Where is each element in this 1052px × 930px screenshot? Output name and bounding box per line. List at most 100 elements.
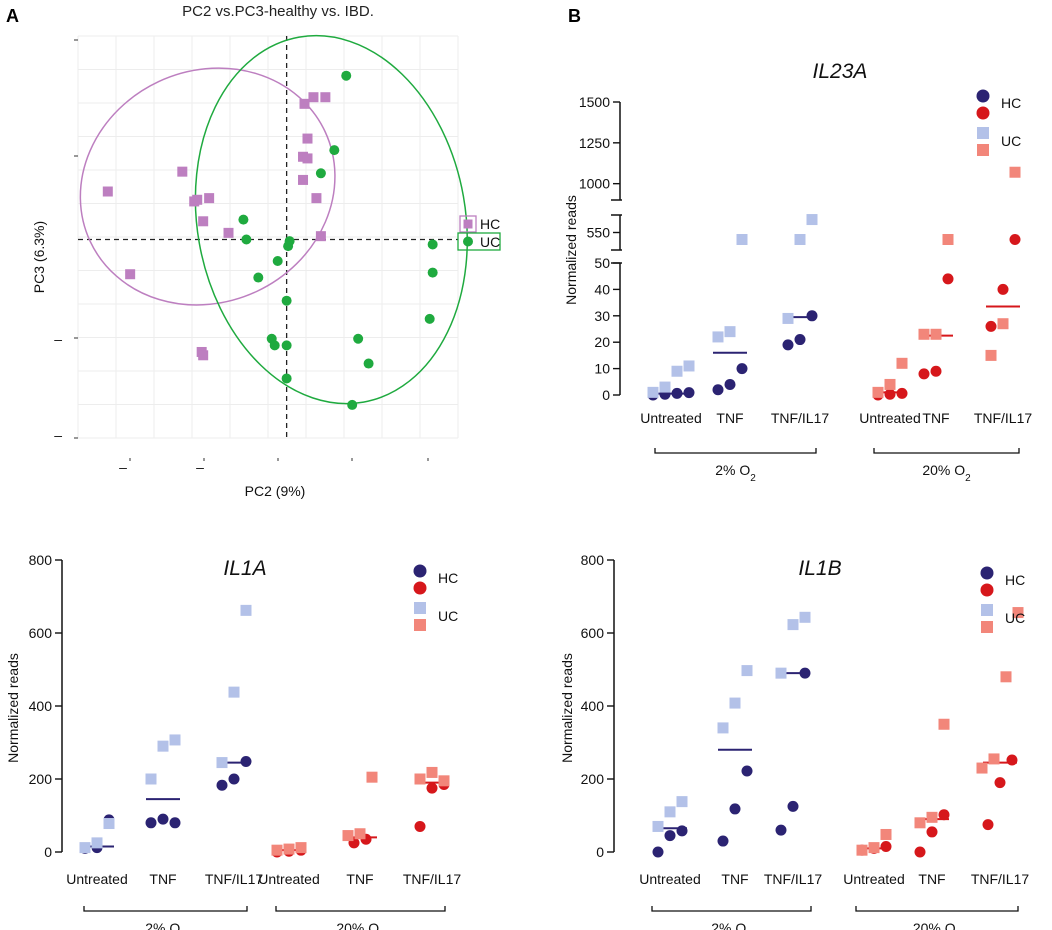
data-point-hc bbox=[664, 830, 676, 842]
legend-hc-marker-red bbox=[413, 581, 427, 595]
data-point-hc bbox=[145, 817, 157, 829]
data-point-uc bbox=[683, 360, 695, 372]
pca-point-uc bbox=[281, 295, 292, 306]
y-tick-label: 400 bbox=[29, 698, 53, 714]
pca-point-hc bbox=[320, 92, 331, 103]
group-label: 2% O2 bbox=[145, 920, 186, 930]
group-label: 20% O2 bbox=[336, 920, 385, 930]
data-point-hc bbox=[1009, 234, 1021, 245]
data-point-uc bbox=[880, 828, 892, 840]
data-point-uc bbox=[91, 837, 103, 849]
data-point-uc bbox=[712, 331, 724, 343]
chart-title: IL1A bbox=[223, 557, 266, 580]
data-point-hc bbox=[794, 334, 806, 346]
pca-chart: – – – – HC UC PC2 vs.PC3-healthy vs. IBD. PC2 (… bbox=[31, 3, 501, 499]
pca-point-hc bbox=[315, 231, 326, 242]
data-point-uc bbox=[988, 753, 1000, 765]
pca-point-uc bbox=[427, 267, 438, 278]
data-point-uc bbox=[157, 740, 169, 752]
data-point-hc bbox=[736, 363, 748, 375]
pca-point-uc bbox=[281, 373, 292, 384]
panel-label-a: A bbox=[6, 6, 19, 26]
group-bracket bbox=[275, 906, 446, 912]
data-point-uc bbox=[271, 844, 283, 856]
y-tick-label: 200 bbox=[29, 771, 53, 787]
group-bracket bbox=[873, 448, 1020, 454]
data-point-hc bbox=[676, 825, 688, 837]
data-point-hc bbox=[1006, 754, 1018, 766]
data-point-uc bbox=[926, 811, 938, 823]
y-tick-label: 40 bbox=[594, 281, 610, 297]
data-point-uc bbox=[938, 718, 950, 730]
data-point-uc bbox=[884, 378, 896, 390]
data-point-uc bbox=[676, 796, 688, 808]
data-point-hc bbox=[926, 826, 938, 838]
group-bracket bbox=[654, 448, 817, 454]
pca-y-tick-label: – bbox=[54, 331, 62, 347]
data-point-uc bbox=[724, 326, 736, 338]
data-point-uc bbox=[985, 349, 997, 361]
legend-hc-marker-red bbox=[976, 106, 990, 120]
pca-point-hc bbox=[177, 166, 188, 177]
data-point-uc bbox=[671, 365, 683, 377]
data-point-hc bbox=[942, 273, 954, 285]
category-label: TNF bbox=[721, 871, 748, 887]
legend-uc-marker-salmon bbox=[414, 619, 426, 631]
pca-point-hc bbox=[198, 350, 209, 361]
y-tick-label: 800 bbox=[581, 552, 605, 568]
pca-point-uc bbox=[341, 70, 352, 81]
data-point-uc bbox=[426, 766, 438, 778]
data-point-uc bbox=[868, 842, 880, 854]
data-point-uc bbox=[872, 386, 884, 398]
data-point-hc bbox=[157, 813, 169, 825]
data-point-uc bbox=[295, 842, 307, 854]
data-point-hc bbox=[169, 817, 181, 829]
legend-uc-marker-light bbox=[414, 602, 426, 614]
group-label: 20% O2 bbox=[913, 920, 962, 930]
data-point-uc bbox=[652, 820, 664, 832]
y-tick-label: 10 bbox=[594, 361, 610, 377]
y-tick-label: 0 bbox=[44, 844, 52, 860]
y-tick-label: 1250 bbox=[579, 135, 610, 151]
data-point-uc bbox=[976, 762, 988, 774]
data-point-hc bbox=[228, 773, 240, 785]
pca-point-uc bbox=[241, 234, 252, 245]
pca-legend-hc-box bbox=[459, 215, 477, 233]
data-point-uc bbox=[736, 234, 748, 245]
pca-legend-hc-label: HC bbox=[480, 216, 500, 232]
y-tick-label: 1500 bbox=[579, 94, 610, 110]
pca-title: PC2 vs.PC3-healthy vs. IBD. bbox=[182, 3, 374, 20]
data-point-hc bbox=[717, 835, 729, 847]
legend-hc-label: HC bbox=[438, 570, 458, 586]
data-point-hc bbox=[671, 387, 683, 399]
data-point-hc bbox=[729, 803, 741, 815]
data-point-uc bbox=[1000, 671, 1012, 683]
data-point-uc bbox=[896, 357, 908, 369]
category-label: TNF bbox=[149, 871, 176, 887]
category-label: Untreated bbox=[640, 410, 701, 426]
data-point-uc bbox=[240, 604, 252, 616]
il23a-chart: IL23A Normalized reads 0 10 20 30 40 50 550 1000 1… bbox=[563, 60, 1032, 484]
data-point-uc bbox=[1012, 607, 1024, 619]
data-point-uc bbox=[794, 234, 806, 245]
legend-hc-label: HC bbox=[1001, 95, 1021, 111]
pca-x-tick-label: – bbox=[119, 459, 127, 475]
data-point-uc bbox=[729, 697, 741, 709]
data-point-hc bbox=[426, 782, 438, 794]
data-point-uc bbox=[918, 328, 930, 340]
y-tick-label: 600 bbox=[581, 625, 605, 641]
pca-legend-hc-marker bbox=[463, 219, 473, 229]
pca-legend-uc-marker bbox=[463, 236, 473, 247]
il1b-chart: IL1B Normalized reads 0 200 400 600 800 Untreat… bbox=[559, 552, 1029, 930]
category-label: TNF bbox=[922, 410, 949, 426]
category-label: TNF bbox=[918, 871, 945, 887]
legend-hc-marker-dark bbox=[980, 566, 994, 580]
pca-point-uc bbox=[424, 313, 435, 324]
pca-point-hc bbox=[102, 186, 113, 197]
data-point-uc bbox=[942, 234, 954, 245]
data-point-hc bbox=[806, 310, 818, 322]
y-tick-label: 50 bbox=[594, 255, 610, 271]
pca-point-hc bbox=[299, 98, 310, 109]
data-point-uc bbox=[717, 722, 729, 734]
data-point-hc bbox=[216, 779, 228, 791]
